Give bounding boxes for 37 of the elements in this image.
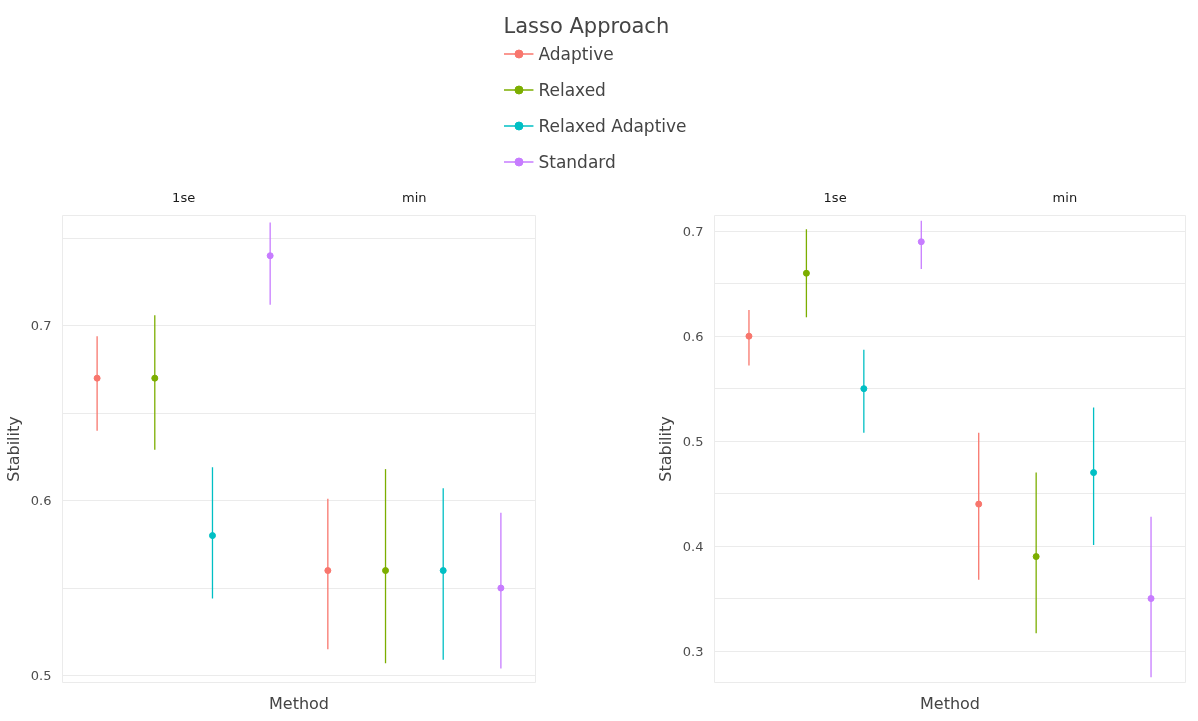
y-axis-title: Stability: [3, 416, 23, 482]
legend-label: Relaxed: [538, 78, 606, 100]
text: 1se: [823, 189, 847, 205]
point: [1032, 553, 1040, 561]
y-tick-label: 0.3: [682, 643, 704, 659]
point: [382, 567, 390, 575]
legend-label: Adaptive: [538, 42, 614, 64]
point: [266, 252, 274, 260]
y-tick-label: 0.5: [682, 433, 704, 449]
point: [975, 500, 983, 508]
y-tick-label: 0.7: [682, 223, 704, 239]
y-tick-label: 0.6: [682, 328, 704, 344]
point: [208, 532, 216, 540]
point: [93, 374, 101, 382]
point: [860, 385, 868, 393]
y-axis-title: Stability: [655, 416, 675, 482]
x-axis-title: Method: [269, 693, 330, 713]
text: min: [1052, 189, 1078, 205]
point: [917, 238, 925, 246]
legend-title: Lasso Approach: [503, 13, 671, 37]
y-tick-label: 0.6: [30, 493, 52, 509]
x-axis-title: Method: [920, 693, 981, 713]
point: [324, 567, 332, 575]
legend-label: Standard: [538, 150, 616, 172]
point: [1147, 595, 1155, 603]
point: [151, 374, 159, 382]
y-tick-label: 0.4: [682, 538, 704, 554]
text: 1se: [172, 189, 196, 205]
y-tick-label: 0.5: [30, 668, 52, 683]
text: min: [402, 189, 427, 205]
point: [802, 269, 810, 277]
legend-label: Relaxed Adaptive: [538, 114, 687, 136]
point: [497, 584, 505, 592]
point: [439, 567, 447, 575]
y-tick-label: 0.7: [30, 318, 52, 334]
point: [1090, 469, 1098, 477]
point: [745, 332, 753, 340]
